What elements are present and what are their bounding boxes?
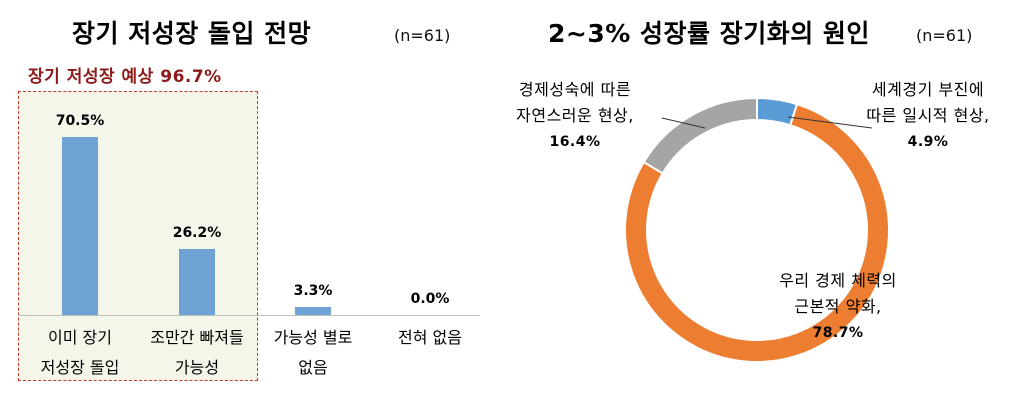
category-label-line: 조만간 빠져들: [150, 328, 244, 347]
bar-2: [295, 306, 331, 315]
right-chart-title: 2~3% 성장률 장기화의 원인: [548, 19, 870, 48]
donut-label-line: 우리 경제 체력의: [779, 271, 897, 290]
bar-1: [179, 248, 215, 315]
category-label-line: 전혀 없음: [398, 328, 462, 347]
x-axis-baseline: [18, 315, 480, 316]
category-label-line: 이미 장기: [48, 328, 112, 347]
bar-value-label-1: 26.2%: [172, 224, 222, 241]
donut-value-label-0: 4.9%: [907, 134, 949, 150]
donut-slice-1: [624, 102, 890, 363]
category-label-line: 없음: [298, 358, 328, 377]
bar-0: [62, 137, 98, 315]
left-chart-n: (n=61): [394, 26, 451, 45]
right-chart-n: (n=61): [916, 26, 973, 45]
donut-label-line: 근본적 약화,: [794, 297, 882, 316]
donut-label-line: 자연스러운 현상,: [516, 106, 634, 125]
highlight-box: [18, 91, 258, 381]
left-chart-title: 장기 저성장 돌입 전망: [72, 19, 312, 48]
leader-line-0: [787, 116, 873, 129]
category-label-line: 가능성 별로: [273, 328, 353, 347]
donut-slice-2: [642, 96, 758, 175]
bar-value-label-0: 70.5%: [55, 113, 105, 130]
category-label-3: 전혀 없음: [370, 323, 490, 353]
donut-label-line: 따른 일시적 현상,: [866, 106, 990, 125]
category-label-line: 저성장 돌입: [40, 358, 120, 377]
category-label-line: 가능성: [174, 358, 220, 377]
highlight-label: 장기 저성장 예상 96.7%: [28, 67, 222, 87]
donut-label-line: 경제성숙에 따른: [518, 80, 632, 99]
bar-value-label-3: 0.0%: [410, 291, 450, 307]
donut-label-line: 세계경기 부진에: [871, 80, 985, 99]
bar-value-label-2: 3.3%: [293, 282, 333, 299]
donut-value-label-1: 78.7%: [812, 325, 864, 341]
donut-value-label-2: 16.4%: [549, 134, 601, 150]
leader-line-1: [661, 117, 706, 129]
